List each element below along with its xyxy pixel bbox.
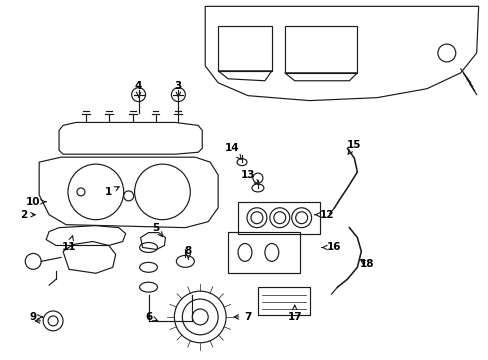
Text: 12: 12 (314, 210, 334, 220)
Text: 14: 14 (224, 143, 241, 159)
Text: 17: 17 (287, 305, 302, 322)
Bar (238, 202, 319, 234)
Text: 10: 10 (26, 197, 46, 207)
Text: 5: 5 (152, 222, 163, 237)
Text: 16: 16 (321, 243, 341, 252)
Bar (227, 231, 299, 273)
Text: 4: 4 (135, 81, 142, 97)
Bar (257, 287, 309, 315)
Text: 7: 7 (234, 312, 251, 322)
Text: 6: 6 (144, 312, 158, 322)
Text: 15: 15 (346, 140, 361, 154)
Text: 11: 11 (61, 236, 76, 252)
Text: 9: 9 (30, 312, 42, 322)
Text: 8: 8 (184, 247, 192, 259)
Text: 3: 3 (174, 81, 182, 97)
Text: 2: 2 (20, 210, 35, 220)
Text: 1: 1 (105, 187, 119, 197)
Text: 18: 18 (359, 259, 374, 269)
Text: 13: 13 (240, 170, 259, 185)
